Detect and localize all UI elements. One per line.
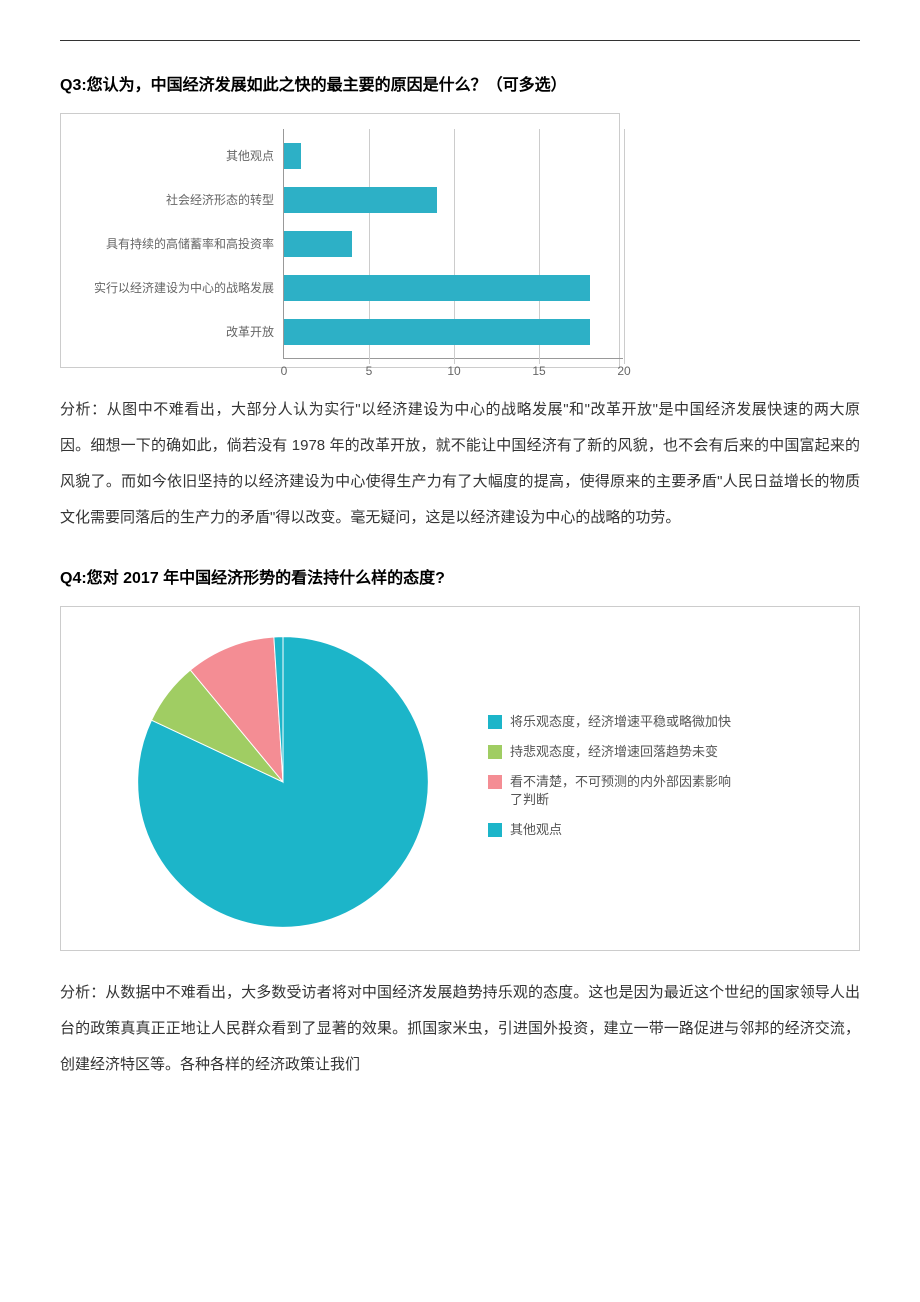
legend-label: 持悲观态度，经济增速回落趋势未变 (510, 743, 718, 761)
bar-rect (284, 231, 352, 257)
bar-category-label: 社会经济形态的转型 (166, 187, 284, 213)
legend-swatch (488, 775, 502, 789)
legend-swatch (488, 823, 502, 837)
x-tick-label: 15 (532, 364, 545, 378)
pie-wrap: 将乐观态度，经济增速平稳或略微加快持悲观态度，经济增速回落趋势未变看不清楚，不可… (73, 622, 847, 942)
q3-bar-chart: 05101520其他观点社会经济形态的转型具有持续的高储蓄率和高投资率实行以经济… (60, 113, 620, 368)
x-tick-label: 10 (447, 364, 460, 378)
legend-item: 其他观点 (488, 821, 738, 839)
q3-analysis-paragraph: 分析：从图中不难看出，大部分人认为实行"以经济建设为中心的战略发展"和"改革开放… (60, 392, 860, 536)
legend-swatch (488, 715, 502, 729)
legend-swatch (488, 745, 502, 759)
q3-title: Q3:您认为，中国经济发展如此之快的最主要的原因是什么？（可多选） (60, 71, 860, 95)
legend-item: 看不清楚，不可预测的内外部因素影响了判断 (488, 773, 738, 809)
bar-plot-area: 05101520其他观点社会经济形态的转型具有持续的高储蓄率和高投资率实行以经济… (283, 129, 623, 359)
q4-pie-chart: 将乐观态度，经济增速平稳或略微加快持悲观态度，经济增速回落趋势未变看不清楚，不可… (60, 606, 860, 951)
bar-rect (284, 187, 437, 213)
x-gridline (624, 129, 625, 364)
pie-svg (128, 627, 438, 937)
q4-title: Q4:您对 2017 年中国经济形势的看法持什么样的态度? (60, 564, 860, 588)
bar-category-label: 具有持续的高储蓄率和高投资率 (106, 231, 284, 257)
pie-legend: 将乐观态度，经济增速平稳或略微加快持悲观态度，经济增速回落趋势未变看不清楚，不可… (488, 713, 738, 852)
bar-rect (284, 275, 590, 301)
legend-label: 其他观点 (510, 821, 562, 839)
legend-label: 看不清楚，不可预测的内外部因素影响了判断 (510, 773, 738, 809)
legend-label: 将乐观态度，经济增速平稳或略微加快 (510, 713, 731, 731)
bar-category-label: 其他观点 (226, 143, 284, 169)
x-tick-label: 0 (281, 364, 288, 378)
legend-item: 将乐观态度，经济增速平稳或略微加快 (488, 713, 738, 731)
bar-rect (284, 319, 590, 345)
bar-rect (284, 143, 301, 169)
x-tick-label: 20 (617, 364, 630, 378)
legend-item: 持悲观态度，经济增速回落趋势未变 (488, 743, 738, 761)
q4-analysis-paragraph: 分析：从数据中不难看出，大多数受访者将对中国经济发展趋势持乐观的态度。这也是因为… (60, 975, 860, 1083)
bar-category-label: 实行以经济建设为中心的战略发展 (94, 275, 284, 301)
x-tick-label: 5 (366, 364, 373, 378)
top-divider (60, 40, 860, 41)
bar-category-label: 改革开放 (226, 319, 284, 345)
